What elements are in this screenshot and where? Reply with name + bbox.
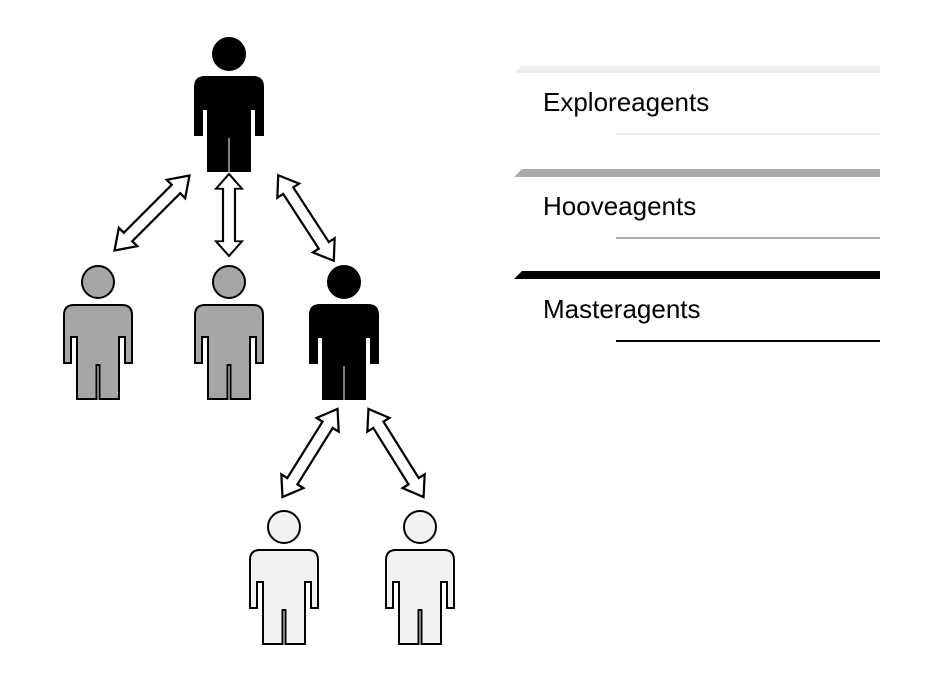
legend-label-explore: Exploreagents bbox=[543, 87, 710, 117]
arrow-master-to-hoove-middle bbox=[214, 172, 244, 258]
hoove-agent-left bbox=[63, 265, 133, 400]
arrow-master-to-submaster bbox=[266, 167, 346, 269]
legend-item-hoove bbox=[514, 169, 880, 239]
master-agent-top bbox=[194, 37, 264, 172]
arrow-submaster-to-explore-left bbox=[270, 400, 350, 506]
explore-agent-right bbox=[385, 510, 455, 645]
legend-swatch-master bbox=[514, 271, 880, 279]
legend-label-master: Masteragents bbox=[543, 294, 701, 324]
legend-swatch-hoove bbox=[514, 169, 880, 177]
legend-label-hoove: Hooveagents bbox=[543, 191, 697, 221]
arrow-master-to-hoove-left bbox=[104, 165, 200, 261]
explore-agent-left bbox=[249, 510, 319, 645]
arrow-submaster-to-explore-right bbox=[356, 400, 436, 506]
master-agent-sub bbox=[309, 265, 379, 400]
legend-item-master bbox=[514, 271, 880, 342]
legend-item-explore bbox=[514, 66, 880, 135]
legend-swatch-explore bbox=[514, 66, 880, 73]
hoove-agent-middle bbox=[194, 265, 264, 400]
